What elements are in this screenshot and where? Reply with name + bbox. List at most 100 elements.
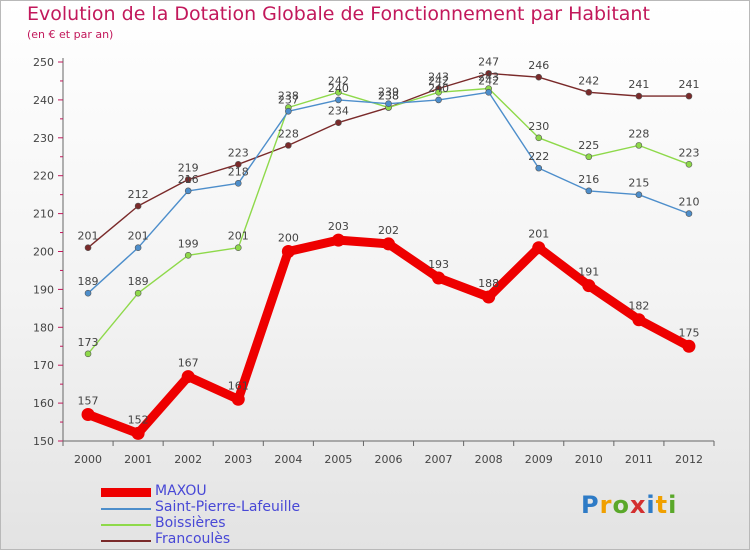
data-label: 247	[478, 55, 499, 68]
logo-letter: P	[581, 491, 600, 519]
logo-letter: i	[646, 491, 656, 519]
data-label: 238	[378, 89, 399, 102]
data-point	[432, 271, 446, 285]
legend-swatch	[101, 540, 151, 542]
data-label: 246	[528, 59, 549, 72]
data-point	[585, 153, 593, 161]
data-label: 241	[628, 78, 649, 91]
data-point	[685, 92, 693, 100]
data-point	[435, 96, 442, 104]
x-tick-label: 2000	[74, 453, 102, 466]
data-point	[685, 161, 693, 168]
legend-label: Francoulès	[155, 531, 231, 547]
axes: 150 160 170 180 190 200 210 220 230 240 250 2000 200…	[33, 56, 715, 466]
data-label: 212	[128, 188, 149, 201]
data-label: 228	[628, 127, 649, 140]
data-label: 216	[178, 173, 199, 186]
data-label: 240	[328, 82, 349, 95]
legend-item-saint-pierre-lafeuille: Saint-Pierre-Lafeuille	[101, 499, 361, 517]
y-tick-label: 200	[33, 246, 54, 259]
legend-swatch	[101, 488, 151, 497]
y-tick-label: 170	[33, 359, 54, 372]
y-tick-label: 230	[33, 132, 54, 145]
data-point	[582, 279, 596, 293]
data-point	[535, 73, 543, 81]
logo-letter: x	[629, 491, 647, 519]
data-label: 216	[578, 173, 599, 186]
x-tick-label: 2010	[575, 453, 603, 466]
series-maxou	[81, 233, 696, 440]
data-point	[635, 142, 643, 149]
data-point	[632, 313, 646, 327]
data-label: 234	[328, 105, 349, 118]
data-label: 242	[578, 74, 599, 87]
legend-label: Boissières	[155, 515, 226, 531]
logo-letter: t	[655, 491, 669, 519]
legend-item-boissieres: Boissières	[101, 515, 361, 533]
x-tick-label: 2009	[525, 453, 553, 466]
data-label: 237	[278, 93, 299, 106]
legend-label: MAXOU	[155, 483, 207, 499]
series-boissieres	[84, 85, 693, 358]
proxiti-logo: Proxiti	[581, 491, 677, 519]
data-label: 203	[328, 220, 349, 233]
data-point	[131, 426, 145, 440]
data-label: 152	[128, 413, 149, 426]
data-point	[682, 339, 696, 353]
data-point	[535, 134, 543, 142]
data-point	[281, 245, 295, 258]
data-point	[184, 251, 192, 259]
data-label: 182	[628, 300, 649, 313]
data-label: 189	[128, 275, 149, 288]
data-label: 242	[478, 74, 499, 87]
data-label: 191	[578, 266, 599, 279]
data-point	[635, 191, 643, 198]
data-point	[385, 100, 392, 107]
data-point	[134, 244, 142, 252]
data-point	[234, 179, 242, 187]
data-label: 210	[678, 196, 699, 209]
data-label: 219	[178, 161, 199, 174]
data-label: 199	[178, 237, 199, 250]
x-tick-label: 2006	[375, 453, 403, 466]
y-tick-label: 250	[33, 56, 54, 69]
data-point	[84, 350, 92, 358]
data-point	[234, 161, 242, 168]
data-point	[81, 407, 95, 421]
data-point	[84, 289, 92, 297]
chart-title: Evolution de la Dotation Globale de Fonc…	[27, 3, 650, 25]
data-point	[685, 210, 693, 217]
y-tick-label: 190	[33, 283, 54, 296]
y-tick-label: 160	[33, 397, 54, 410]
data-label: 188	[478, 277, 499, 290]
data-point	[134, 289, 142, 297]
y-tick-label: 150	[33, 435, 54, 448]
logo-letter: r	[599, 491, 613, 519]
data-point	[335, 89, 342, 96]
data-point	[635, 92, 643, 100]
data-label: 228	[278, 127, 299, 140]
data-point	[485, 70, 492, 77]
data-label: 201	[78, 230, 99, 243]
x-tick-label: 2007	[425, 453, 453, 466]
data-point	[482, 290, 496, 304]
data-point	[234, 244, 242, 252]
data-point	[134, 202, 142, 210]
data-labels-layer: 201 212 219 223 228 234 238 243 247 246 242 241 241 1…	[78, 55, 700, 426]
data-label: 225	[578, 139, 599, 152]
data-point	[181, 370, 195, 384]
x-tick-label: 2012	[675, 453, 703, 466]
data-point	[535, 164, 543, 172]
data-label: 243	[428, 71, 449, 84]
series-layer	[81, 70, 696, 440]
logo-letter: o	[612, 491, 630, 519]
data-point	[435, 89, 442, 96]
data-label: 230	[528, 120, 549, 133]
data-label: 157	[78, 394, 99, 407]
data-label: 202	[378, 224, 399, 237]
data-label: 193	[428, 258, 449, 271]
chart-subtitle: (en € et par an)	[27, 28, 114, 41]
data-point	[331, 233, 345, 247]
